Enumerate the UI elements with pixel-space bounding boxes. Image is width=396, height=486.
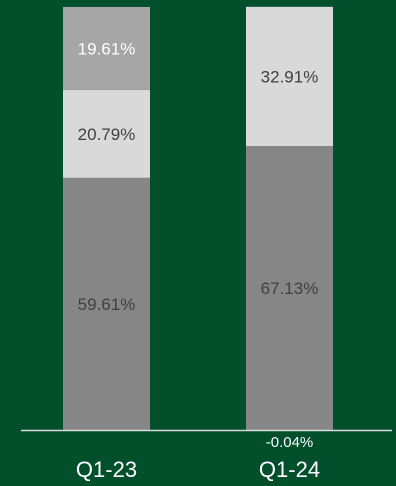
data-label-q1-24-1: 32.91% xyxy=(261,67,319,86)
bar-group xyxy=(63,6,333,431)
x-tick-label-q1-24: Q1-24 xyxy=(259,457,320,482)
bar-segment-q1-23-2 xyxy=(63,6,150,90)
data-label-q1-23-1: 20.79% xyxy=(78,125,136,144)
x-tick-label-q1-23: Q1-23 xyxy=(76,457,137,482)
bar-segment-q1-23-0 xyxy=(63,177,150,430)
data-label-q1-24-0: 67.13% xyxy=(261,279,319,298)
data-label-group: 59.61% 20.79% 19.61% 67.13% 32.91% -0.04% xyxy=(78,39,319,451)
category-label-group: Q1-23 Q1-24 xyxy=(76,457,320,482)
data-label-q1-24-3: -0.04% xyxy=(266,434,314,451)
data-label-q1-23-0: 59.61% xyxy=(78,295,136,314)
bar-segment-q1-24-0 xyxy=(246,146,333,430)
bar-segment-q1-23-1 xyxy=(63,89,150,178)
bar-segment-q1-24-1 xyxy=(246,6,333,147)
data-label-q1-23-2: 19.61% xyxy=(78,39,136,58)
